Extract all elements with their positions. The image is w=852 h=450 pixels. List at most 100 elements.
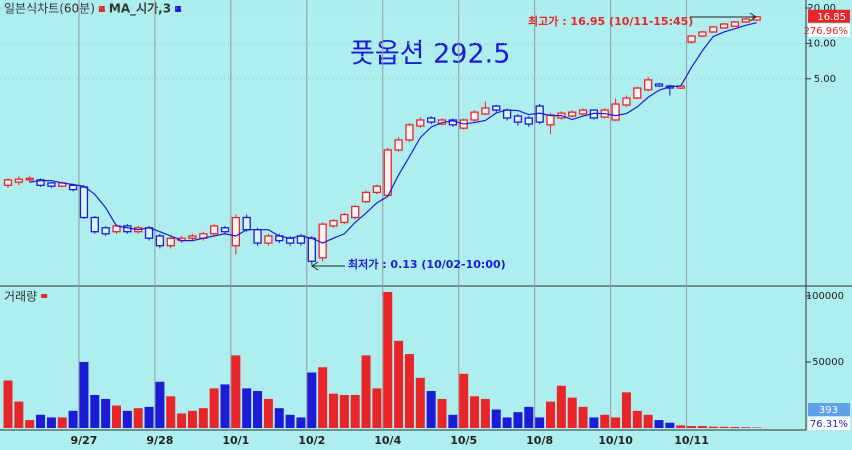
- x-tick-label: 10/11: [674, 434, 709, 447]
- candle-body: [426, 117, 436, 123]
- candle-body: [546, 114, 555, 126]
- volume-bar: [578, 406, 588, 428]
- candle-body: [351, 205, 360, 219]
- volume-bar: [741, 427, 751, 428]
- candle-body: [220, 227, 230, 233]
- volume-bar: [654, 420, 664, 428]
- candle-body: [155, 235, 165, 247]
- volume-bar: [339, 394, 349, 428]
- last-volume-box: [808, 403, 850, 416]
- candle-body: [90, 216, 99, 233]
- volume-bar: [14, 401, 24, 428]
- candle-body: [578, 109, 588, 115]
- y-tick-label: 5.00: [814, 74, 836, 85]
- volume-bar: [307, 372, 317, 428]
- candle-body: [470, 111, 479, 121]
- volume-bar: [101, 398, 111, 428]
- last-value-box: [808, 9, 850, 23]
- volume-bar: [708, 426, 718, 428]
- volume-bar: [318, 367, 328, 428]
- volume-change-box: [808, 417, 850, 430]
- volume-bar: [556, 385, 566, 428]
- candle-body: [285, 237, 295, 244]
- high-annotation: 최고가 : 16.95 (10/11-15:45): [528, 14, 693, 28]
- ma-line: [29, 22, 757, 244]
- volume-bar: [155, 381, 165, 428]
- volume-bar: [68, 410, 78, 428]
- volume-bar: [231, 355, 241, 428]
- x-tick-label: 10/1: [222, 434, 249, 447]
- candle-body: [611, 103, 620, 121]
- change-box: [808, 23, 850, 37]
- candle-body: [361, 191, 371, 203]
- volume-bar: [643, 414, 653, 428]
- y-tick-label: 10.00: [807, 38, 836, 49]
- volume-bar: [166, 396, 176, 428]
- headline: 풋옵션 292.5: [350, 39, 510, 70]
- candle-body: [622, 97, 631, 106]
- candle-body: [383, 149, 392, 196]
- candle-body: [264, 235, 273, 244]
- candle-body: [79, 186, 89, 219]
- volume-bar: [90, 394, 100, 428]
- x-tick-label: 9/28: [146, 434, 173, 447]
- volume-bar: [752, 427, 762, 428]
- candle-body: [253, 229, 262, 244]
- volume-bar: [480, 398, 490, 428]
- change-label: 276.96%: [804, 26, 849, 37]
- volume-bar: [57, 417, 67, 428]
- volume-bar: [36, 414, 46, 428]
- candle-body: [513, 115, 523, 123]
- volume-bar: [513, 412, 523, 428]
- candle-body: [242, 216, 251, 231]
- volume-bar: [687, 426, 697, 428]
- volume-bar: [665, 422, 675, 428]
- candle-body: [481, 107, 490, 115]
- x-tick-label: 10/2: [298, 434, 325, 447]
- last-volume: 393: [819, 405, 838, 416]
- last-value: 16.85: [817, 12, 846, 23]
- volume-bar: [122, 410, 132, 428]
- volume-bar: [253, 391, 263, 428]
- y-tick-label: 50000: [812, 357, 844, 368]
- volume-bar: [177, 413, 187, 428]
- candle-body: [524, 117, 533, 125]
- volume-bar: [535, 417, 545, 428]
- volume-bar: [491, 409, 501, 428]
- volume-title: 거래량: [4, 290, 37, 304]
- volume-bar: [133, 408, 143, 428]
- volume-bar: [394, 340, 404, 428]
- candle-body: [502, 109, 512, 119]
- volume-bar: [209, 388, 219, 428]
- volume-bar: [719, 426, 729, 428]
- legend-marker: [98, 6, 105, 12]
- volume-bar: [426, 391, 436, 428]
- volume-bar: [404, 354, 414, 428]
- candle-body: [340, 213, 349, 224]
- volume-bar: [697, 426, 707, 428]
- candle-body: [372, 185, 382, 194]
- candle-body: [47, 182, 56, 187]
- candle-body: [730, 21, 740, 27]
- volume-bar: [220, 384, 230, 428]
- candle-body: [568, 111, 577, 117]
- volume-bar: [274, 408, 284, 428]
- candle-body: [719, 23, 729, 29]
- volume-bar: [621, 392, 631, 428]
- candle-body: [416, 119, 425, 127]
- candle-body: [188, 235, 197, 239]
- candle-body: [741, 18, 750, 23]
- volume-bar: [546, 401, 555, 428]
- volume-bar: [730, 426, 740, 428]
- y-tick-label: 100000: [806, 291, 844, 302]
- volume-bar: [502, 417, 512, 428]
- volume-bar: [459, 373, 469, 428]
- volume-bar: [632, 410, 642, 428]
- volume-bar: [437, 398, 447, 428]
- y-tick-label: 20.00: [807, 3, 836, 14]
- volume-bar: [448, 414, 458, 428]
- candle-body: [644, 79, 653, 91]
- chart-title: 일본식차트(60분): [4, 2, 95, 16]
- volume-bar: [676, 425, 686, 428]
